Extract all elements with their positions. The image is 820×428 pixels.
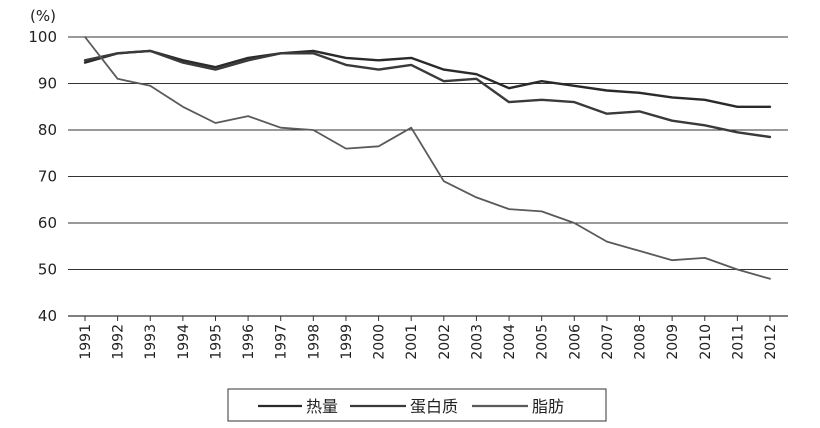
x-tick-label: 1994 [176,324,192,360]
gridlines [68,36,788,317]
y-tick-label: 90 [38,75,57,93]
legend-label-0: 热量 [306,397,338,416]
x-tick-label: 2008 [633,324,649,360]
x-tick-label: 1997 [274,324,290,360]
series-lines [83,36,772,280]
series-line-2 [84,36,771,280]
x-tick-label: 2001 [404,324,420,360]
x-tick-label: 2009 [665,324,681,360]
x-tick-label: 2012 [763,324,779,360]
y-tick-label: 100 [28,28,57,46]
x-tick-label: 2010 [698,324,714,360]
legend: 热量 蛋白质 脂肪 [227,388,607,422]
y-unit-label: (%) [30,7,56,25]
x-axis-ticks: 1991 1992 1993 1994 1995 1996 1997 1998 1999 2000… [78,316,779,360]
x-tick-label: 2007 [600,324,616,360]
x-tick-label: 2002 [437,324,453,360]
x-tick-label: 1995 [208,324,224,360]
y-tick-label: 50 [38,261,57,279]
x-tick-label: 1999 [339,324,355,360]
x-tick-label: 2011 [730,324,746,360]
x-tick-label: 1996 [241,324,257,360]
x-tick-label: 2004 [502,324,518,360]
y-tick-label: 60 [38,214,57,232]
x-tick-label: 2006 [567,324,583,360]
series-line-0 [83,49,772,109]
x-tick-label: 1991 [78,324,94,360]
x-tick-label: 2003 [469,324,485,360]
x-tick-label: 1992 [111,324,127,360]
y-tick-label: 70 [38,168,57,186]
legend-label-1: 蛋白质 [410,397,458,416]
x-tick-label: 1998 [306,324,322,360]
y-tick-label: 80 [38,121,57,139]
x-tick-label: 2005 [535,324,551,360]
x-tick-label: 2000 [372,324,388,360]
series-line-1 [83,49,772,139]
x-tick-label: 1993 [143,324,159,360]
legend-label-2: 脂肪 [532,397,564,416]
y-tick-label: 40 [38,307,57,325]
y-axis-ticks: 40 50 60 70 80 90 100 [28,28,57,325]
